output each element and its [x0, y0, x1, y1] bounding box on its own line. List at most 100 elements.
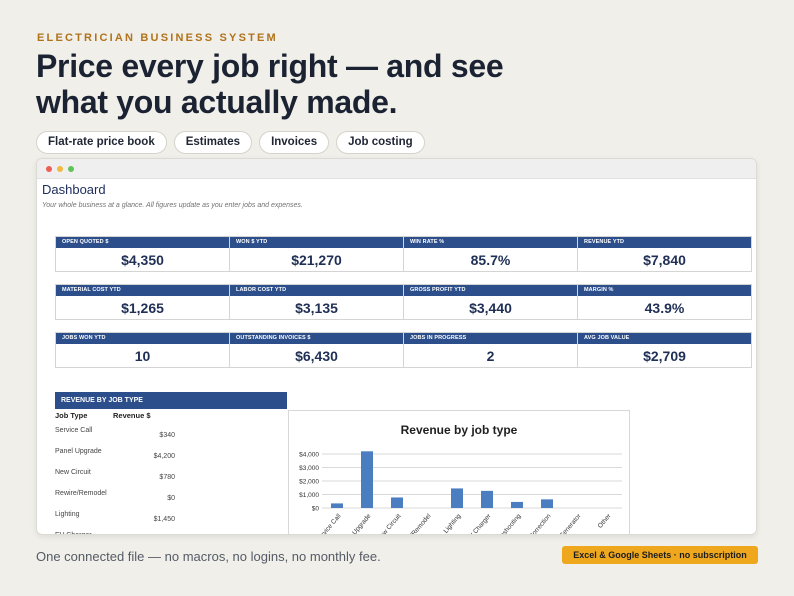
headline: Price every job right — and see what you…	[36, 48, 504, 120]
x-tick-label: Troubleshooting	[487, 512, 522, 535]
bar	[511, 501, 523, 508]
bar	[361, 451, 373, 508]
table-row[interactable]: Panel Upgrade $4,200	[55, 448, 175, 469]
x-tick-label: Lighting	[443, 513, 463, 535]
job-type-cell: New Circuit	[55, 469, 91, 476]
kpi-value: $7,840	[643, 252, 686, 268]
revenue-table: Service Call $340 Panel Upgrade $4,200 New…	[55, 427, 175, 534]
col-header-job-type: Job Type	[55, 411, 88, 420]
job-type-cell: Lighting	[55, 511, 80, 518]
x-tick-label: Generator	[558, 512, 583, 535]
kpi-label: REVENUE YTD	[578, 237, 751, 248]
job-type-cell: Rewire/Remodel	[55, 490, 107, 497]
kpi-label: MARGIN %	[578, 285, 751, 296]
bar	[481, 490, 493, 508]
kpi-value: 85.7%	[470, 252, 511, 268]
maximize-window-button[interactable]	[68, 166, 74, 172]
eyebrow-label: ELECTRICIAN BUSINESS SYSTEM	[37, 32, 278, 44]
kpi-value: 43.9%	[644, 300, 685, 316]
feature-pills: Flat-rate price book Estimates Invoices …	[36, 131, 425, 154]
kpi-value: $21,270	[291, 252, 342, 268]
kpi-value: $6,430	[295, 348, 338, 364]
revenue-table-title: REVENUE BY JOB TYPE	[55, 392, 287, 409]
y-tick-label: $0	[312, 506, 320, 513]
kpi-outstanding-invoices[interactable]: OUTSTANDING INVOICES $ $6,430	[230, 333, 404, 367]
kpi-label: AVG JOB VALUE	[578, 333, 751, 344]
kpi-label: WIN RATE %	[404, 237, 577, 248]
table-row[interactable]: New Circuit $780	[55, 469, 175, 490]
dashboard-subtitle: Your whole business at a glance. All fig…	[42, 202, 303, 209]
revenue-cell: $340	[159, 432, 175, 439]
col-header-revenue: Revenue $	[113, 411, 151, 420]
table-row[interactable]: EV Charger	[55, 532, 175, 534]
kpi-label: LABOR COST YTD	[230, 285, 403, 296]
pill-estimates[interactable]: Estimates	[173, 131, 253, 154]
kpi-win-rate[interactable]: WIN RATE % 85.7%	[404, 237, 578, 271]
kpi-value: 10	[134, 348, 151, 364]
kpi-jobs-in-progress[interactable]: JOBS IN PROGRESS 2	[404, 333, 578, 367]
table-row[interactable]: Lighting $1,450	[55, 511, 175, 532]
x-tick-label: Code Correction	[517, 512, 553, 535]
chart-plot: $0 $1,000 $2,000 $3,000 $4,000 Service CallPa…	[299, 451, 622, 535]
job-type-cell: EV Charger	[55, 532, 92, 534]
kpi-row-3: JOBS WON YTD 10 OUTSTANDING INVOICES $ $6,…	[55, 332, 752, 368]
pill-job-costing[interactable]: Job costing	[336, 131, 425, 154]
kpi-gross-profit[interactable]: GROSS PROFIT YTD $3,440	[404, 285, 578, 319]
bar	[391, 497, 403, 508]
x-tick-label: Rewire/Remodel	[396, 512, 433, 535]
revenue-cell: $1,450	[153, 516, 175, 523]
job-type-cell: Service Call	[55, 427, 93, 434]
bar	[331, 503, 343, 508]
close-window-button[interactable]	[46, 166, 52, 172]
window-titlebar	[37, 159, 756, 179]
chart-title: Revenue by job type	[400, 423, 518, 437]
kpi-won-ytd[interactable]: WON $ YTD $21,270	[230, 237, 404, 271]
revenue-cell: $780	[159, 474, 175, 481]
pill-price-book[interactable]: Flat-rate price book	[36, 131, 167, 154]
kpi-label: JOBS WON YTD	[56, 333, 229, 344]
kpi-value: $3,440	[469, 300, 512, 316]
x-tick-label: Service Call	[315, 512, 343, 535]
bar	[541, 499, 553, 508]
kpi-labor-cost[interactable]: LABOR COST YTD $3,135	[230, 285, 404, 319]
platform-badge: Excel & Google Sheets · no subscription	[562, 546, 758, 564]
kpi-value: $1,265	[121, 300, 164, 316]
x-tick-label: EV Charger	[465, 512, 493, 535]
kpi-label: GROSS PROFIT YTD	[404, 285, 577, 296]
footer-text: One connected file — no macros, no login…	[36, 549, 381, 564]
x-tick-label: Panel Upgrade	[339, 512, 372, 535]
kpi-jobs-won[interactable]: JOBS WON YTD 10	[56, 333, 230, 367]
y-tick-label: $4,000	[299, 452, 319, 459]
kpi-material-cost[interactable]: MATERIAL COST YTD $1,265	[56, 285, 230, 319]
kpi-label: OUTSTANDING INVOICES $	[230, 333, 403, 344]
x-tick-label: Other	[597, 512, 613, 530]
x-tick-label: New Circuit	[376, 513, 403, 535]
kpi-row-2: MATERIAL COST YTD $1,265 LABOR COST YTD $3…	[55, 284, 752, 320]
kpi-revenue-ytd[interactable]: REVENUE YTD $7,840	[578, 237, 751, 271]
kpi-value: $3,135	[295, 300, 338, 316]
kpi-label: WON $ YTD	[230, 237, 403, 248]
kpi-margin[interactable]: MARGIN % 43.9%	[578, 285, 751, 319]
kpi-row-1: OPEN QUOTED $ $4,350 WON $ YTD $21,270 WIN…	[55, 236, 752, 272]
revenue-cell: $4,200	[153, 453, 175, 460]
dashboard-title: Dashboard	[42, 182, 106, 197]
kpi-avg-job-value[interactable]: AVG JOB VALUE $2,709	[578, 333, 751, 367]
spreadsheet-window: Dashboard Your whole business at a glanc…	[36, 158, 757, 535]
kpi-label: OPEN QUOTED $	[56, 237, 229, 248]
kpi-value: $2,709	[643, 348, 686, 364]
revenue-cell: $0	[167, 495, 175, 502]
table-row[interactable]: Service Call $340	[55, 427, 175, 448]
job-type-cell: Panel Upgrade	[55, 448, 102, 455]
revenue-chart[interactable]: Revenue by job type $0 $1,000 $2,000 $3,000…	[288, 410, 630, 535]
y-tick-label: $2,000	[299, 479, 319, 486]
y-tick-label: $1,000	[299, 492, 319, 499]
y-tick-label: $3,000	[299, 465, 319, 472]
kpi-value: $4,350	[121, 252, 164, 268]
kpi-open-quoted[interactable]: OPEN QUOTED $ $4,350	[56, 237, 230, 271]
pill-invoices[interactable]: Invoices	[259, 131, 330, 154]
bar	[451, 488, 463, 508]
table-row[interactable]: Rewire/Remodel $0	[55, 490, 175, 511]
kpi-label: MATERIAL COST YTD	[56, 285, 229, 296]
minimize-window-button[interactable]	[57, 166, 63, 172]
kpi-label: JOBS IN PROGRESS	[404, 333, 577, 344]
